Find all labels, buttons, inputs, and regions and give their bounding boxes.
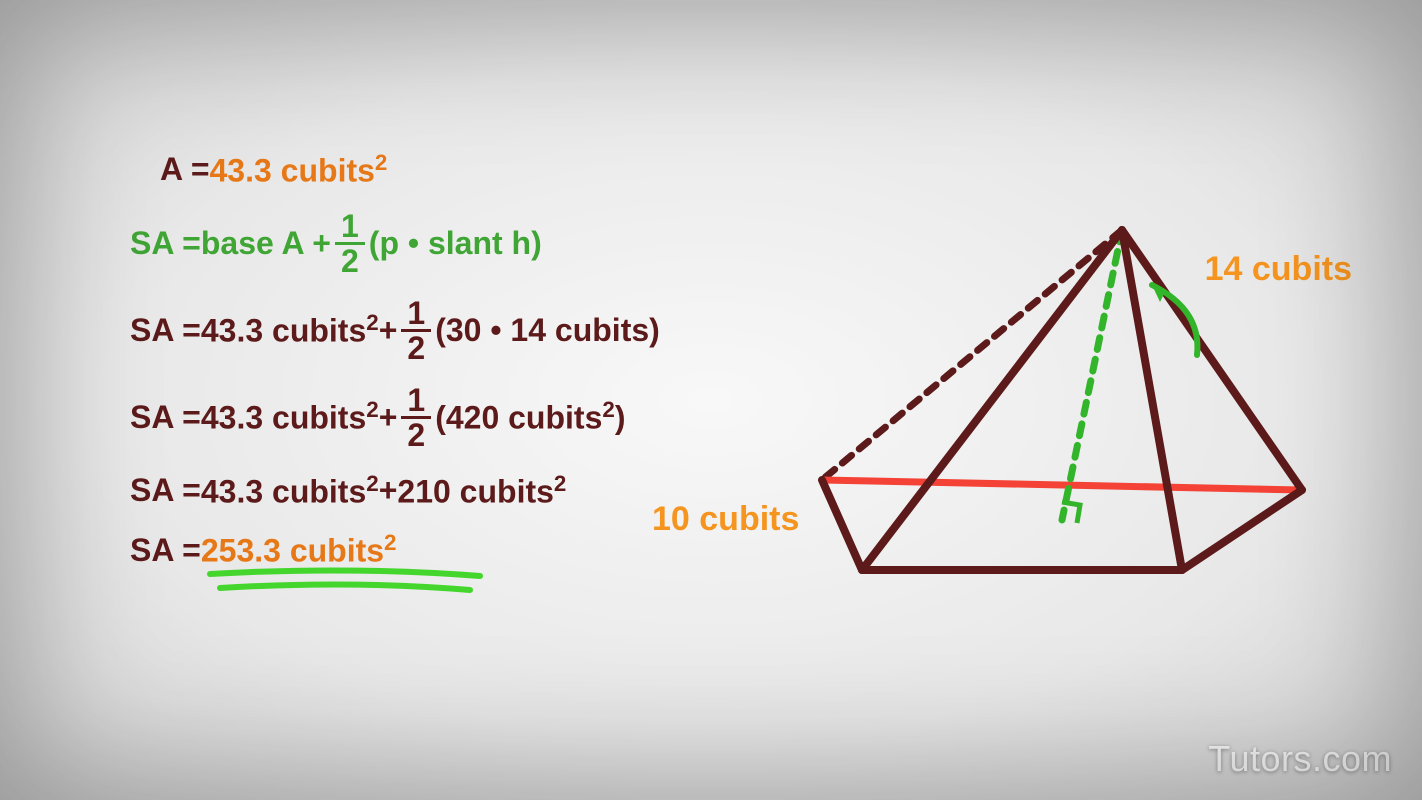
base-label: 10 cubits xyxy=(652,500,799,539)
l5-b-text: 210 cubits xyxy=(397,473,554,509)
l4-tail-a: (420 cubits xyxy=(435,400,602,436)
l3-num: 1 xyxy=(401,297,431,332)
equations-block: A = 43.3 cubits2 SA = base A + 1 2 (p • … xyxy=(130,150,660,590)
equation-line-6: SA = 253.3 cubits2 xyxy=(130,530,660,570)
l1-lhs: A = xyxy=(160,151,210,188)
l5-a-text: 43.3 cubits xyxy=(201,473,366,509)
l2-lhs: SA = xyxy=(130,225,201,262)
l4-mid1-text: 43.3 cubits xyxy=(201,400,366,436)
base-right-edge xyxy=(1182,490,1302,570)
base-left-edge xyxy=(822,480,862,570)
l1-sup: 2 xyxy=(375,150,387,175)
l3-mid1: 43.3 cubits2 xyxy=(201,310,379,350)
l3-tail: (30 • 14 cubits) xyxy=(435,312,660,349)
l6-sup: 2 xyxy=(384,530,396,555)
l6-lhs: SA = xyxy=(130,532,201,569)
l4-lhs: SA = xyxy=(130,399,201,436)
base-back-edge xyxy=(822,480,1302,490)
equation-line-4: SA = 43.3 cubits2 + 1 2 (420 cubits2) xyxy=(130,384,660,451)
l2-mid: base A + xyxy=(201,225,331,262)
l6-rhs-text: 253.3 cubits xyxy=(201,533,384,569)
equation-line-2: SA = base A + 1 2 (p • slant h) xyxy=(130,210,660,277)
l4-tail-sup: 2 xyxy=(602,397,614,422)
equation-line-1: A = 43.3 cubits2 xyxy=(160,150,660,190)
l3-plus: + xyxy=(379,312,398,349)
edge-apex-frontright xyxy=(1122,230,1182,570)
l5-lhs: SA = xyxy=(130,472,201,509)
l2-frac: 1 2 xyxy=(335,210,365,277)
l5-plus: + xyxy=(379,472,398,509)
l4-tail: (420 cubits2) xyxy=(435,397,625,437)
l4-den: 2 xyxy=(401,419,431,451)
l5-b: 210 cubits2 xyxy=(397,471,566,511)
l1-rhs: 43.3 cubits2 xyxy=(210,150,388,190)
l3-lhs: SA = xyxy=(130,312,201,349)
watermark: Tutors.com xyxy=(1208,738,1392,780)
l4-plus: + xyxy=(379,399,398,436)
l5-b-sup: 2 xyxy=(554,471,566,496)
l4-tail-b: ) xyxy=(615,400,626,436)
edge-apex-frontleft xyxy=(862,230,1122,570)
l1-rhs-text: 43.3 cubits xyxy=(210,153,375,189)
l5-a-sup: 2 xyxy=(366,471,378,496)
l4-frac: 1 2 xyxy=(401,384,431,451)
l4-mid1: 43.3 cubits2 xyxy=(201,397,379,437)
l6-rhs: 253.3 cubits2 xyxy=(201,530,397,570)
equation-line-5: SA = 43.3 cubits2 + 210 cubits2 xyxy=(130,471,660,511)
l4-num: 1 xyxy=(401,384,431,419)
slant-label: 14 cubits xyxy=(1205,250,1352,289)
l4-sup1: 2 xyxy=(366,397,378,422)
l2-den: 2 xyxy=(335,245,365,277)
l3-den: 2 xyxy=(401,332,431,364)
equation-line-3: SA = 43.3 cubits2 + 1 2 (30 • 14 cubits) xyxy=(130,297,660,364)
l2-num: 1 xyxy=(335,210,365,245)
l2-tail: (p • slant h) xyxy=(369,225,542,262)
l3-sup1: 2 xyxy=(366,310,378,335)
pyramid-diagram: 14 cubits 10 cubits xyxy=(802,200,1362,640)
l3-frac: 1 2 xyxy=(401,297,431,364)
l3-mid1-text: 43.3 cubits xyxy=(201,313,366,349)
l5-a: 43.3 cubits2 xyxy=(201,471,379,511)
